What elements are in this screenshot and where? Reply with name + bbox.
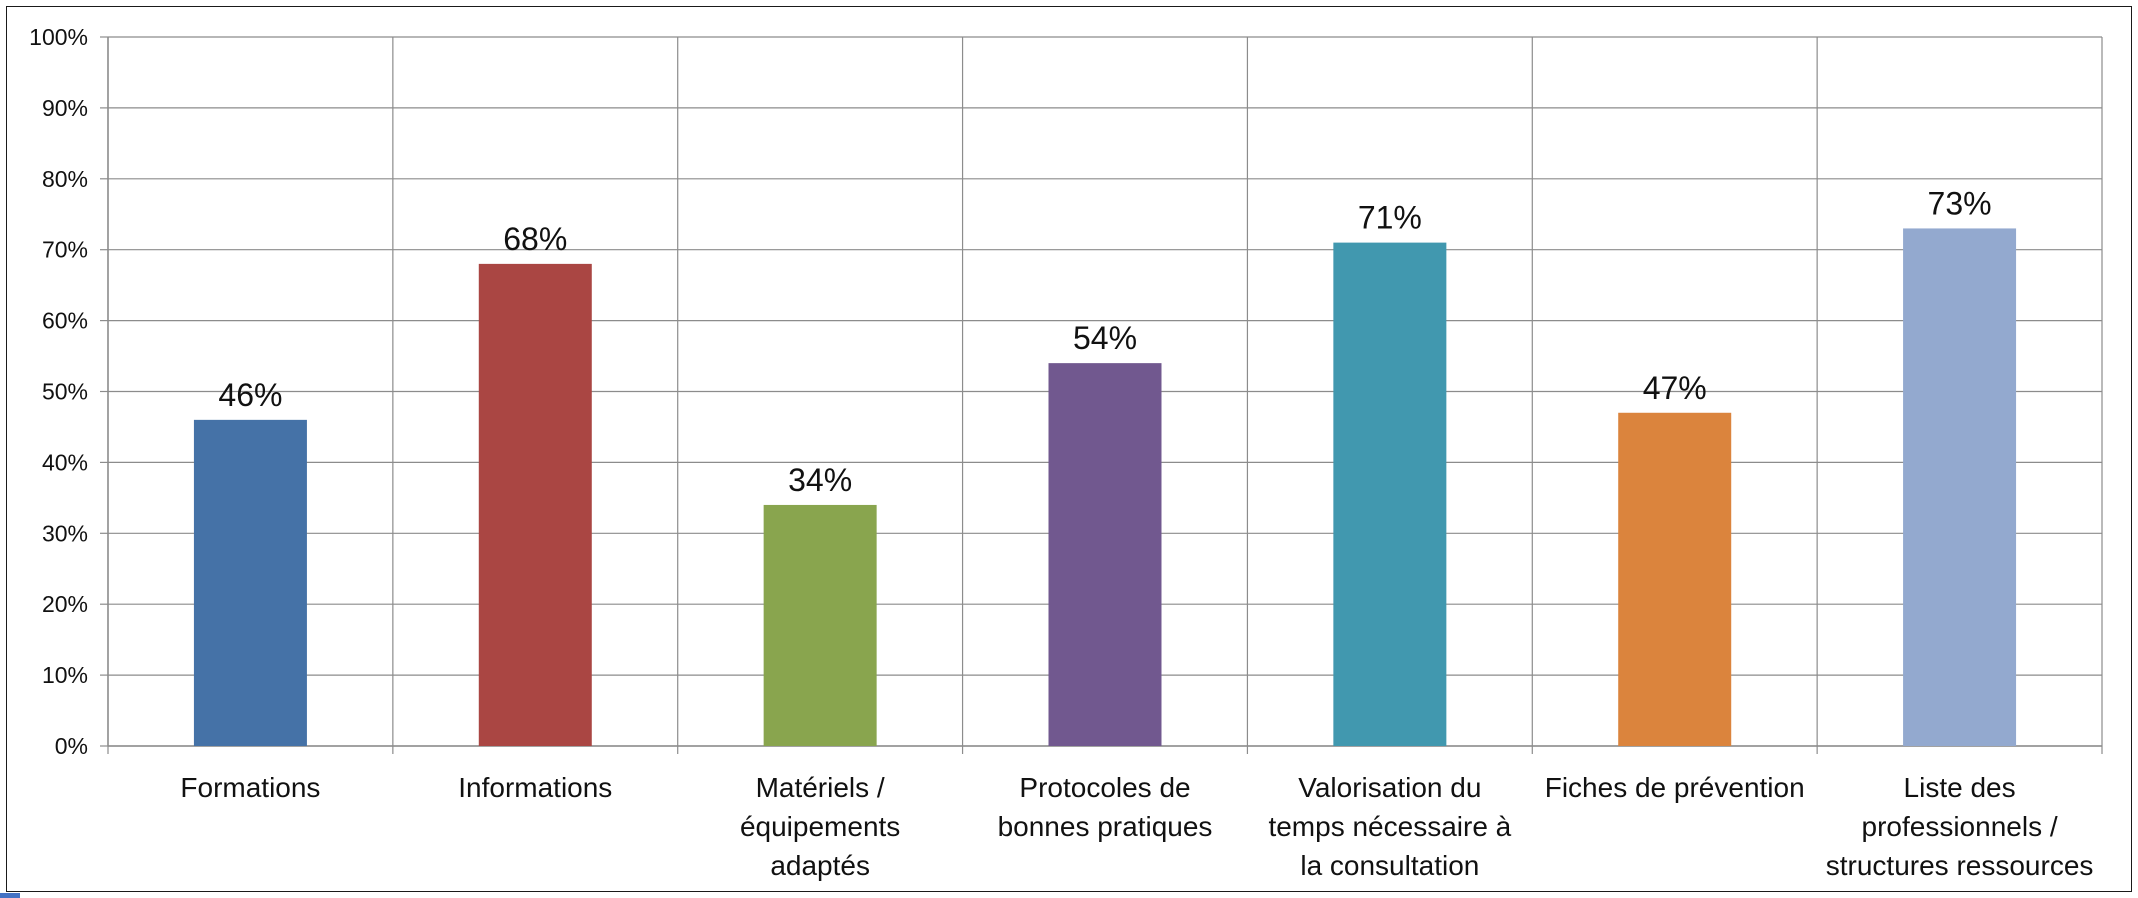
category-label: temps nécessaire à xyxy=(1268,811,1511,842)
data-label: 73% xyxy=(1928,185,1992,221)
category-label: Matériels / xyxy=(756,772,885,803)
data-label: 68% xyxy=(503,221,567,257)
bar xyxy=(1618,412,1732,746)
category-label: professionnels / xyxy=(1862,811,2058,842)
bar xyxy=(1333,242,1447,747)
category-label: la consultation xyxy=(1300,850,1479,881)
data-label: 54% xyxy=(1073,320,1137,356)
category-label: Formations xyxy=(180,772,320,803)
ytick-label: 40% xyxy=(42,449,88,475)
category-label: bonnes pratiques xyxy=(998,811,1213,842)
ytick-label: 0% xyxy=(55,733,88,759)
category-label: Liste des xyxy=(1904,772,2016,803)
data-label: 47% xyxy=(1643,370,1707,406)
bar xyxy=(1903,228,2017,746)
category-label: Informations xyxy=(458,772,612,803)
ytick-label: 50% xyxy=(42,379,88,405)
ytick-label: 80% xyxy=(42,166,88,192)
bar xyxy=(193,419,307,746)
category-label: équipements xyxy=(740,811,900,842)
category-label: Fiches de prévention xyxy=(1545,772,1805,803)
bar xyxy=(763,504,877,746)
ytick-label: 20% xyxy=(42,591,88,617)
data-label: 34% xyxy=(788,462,852,498)
data-label: 46% xyxy=(218,377,282,413)
ytick-label: 100% xyxy=(29,24,88,50)
data-label: 71% xyxy=(1358,200,1422,236)
ytick-label: 70% xyxy=(42,237,88,263)
ytick-label: 90% xyxy=(42,95,88,121)
corner-accent xyxy=(0,893,20,898)
ytick-label: 60% xyxy=(42,308,88,334)
ytick-label: 10% xyxy=(42,662,88,688)
category-label: Protocoles de xyxy=(1019,772,1190,803)
bar xyxy=(1048,363,1162,746)
category-label: structures ressources xyxy=(1826,850,2094,881)
bar xyxy=(478,263,592,746)
category-label: adaptés xyxy=(770,850,870,881)
ytick-label: 30% xyxy=(42,520,88,546)
category-label: Valorisation du xyxy=(1298,772,1481,803)
